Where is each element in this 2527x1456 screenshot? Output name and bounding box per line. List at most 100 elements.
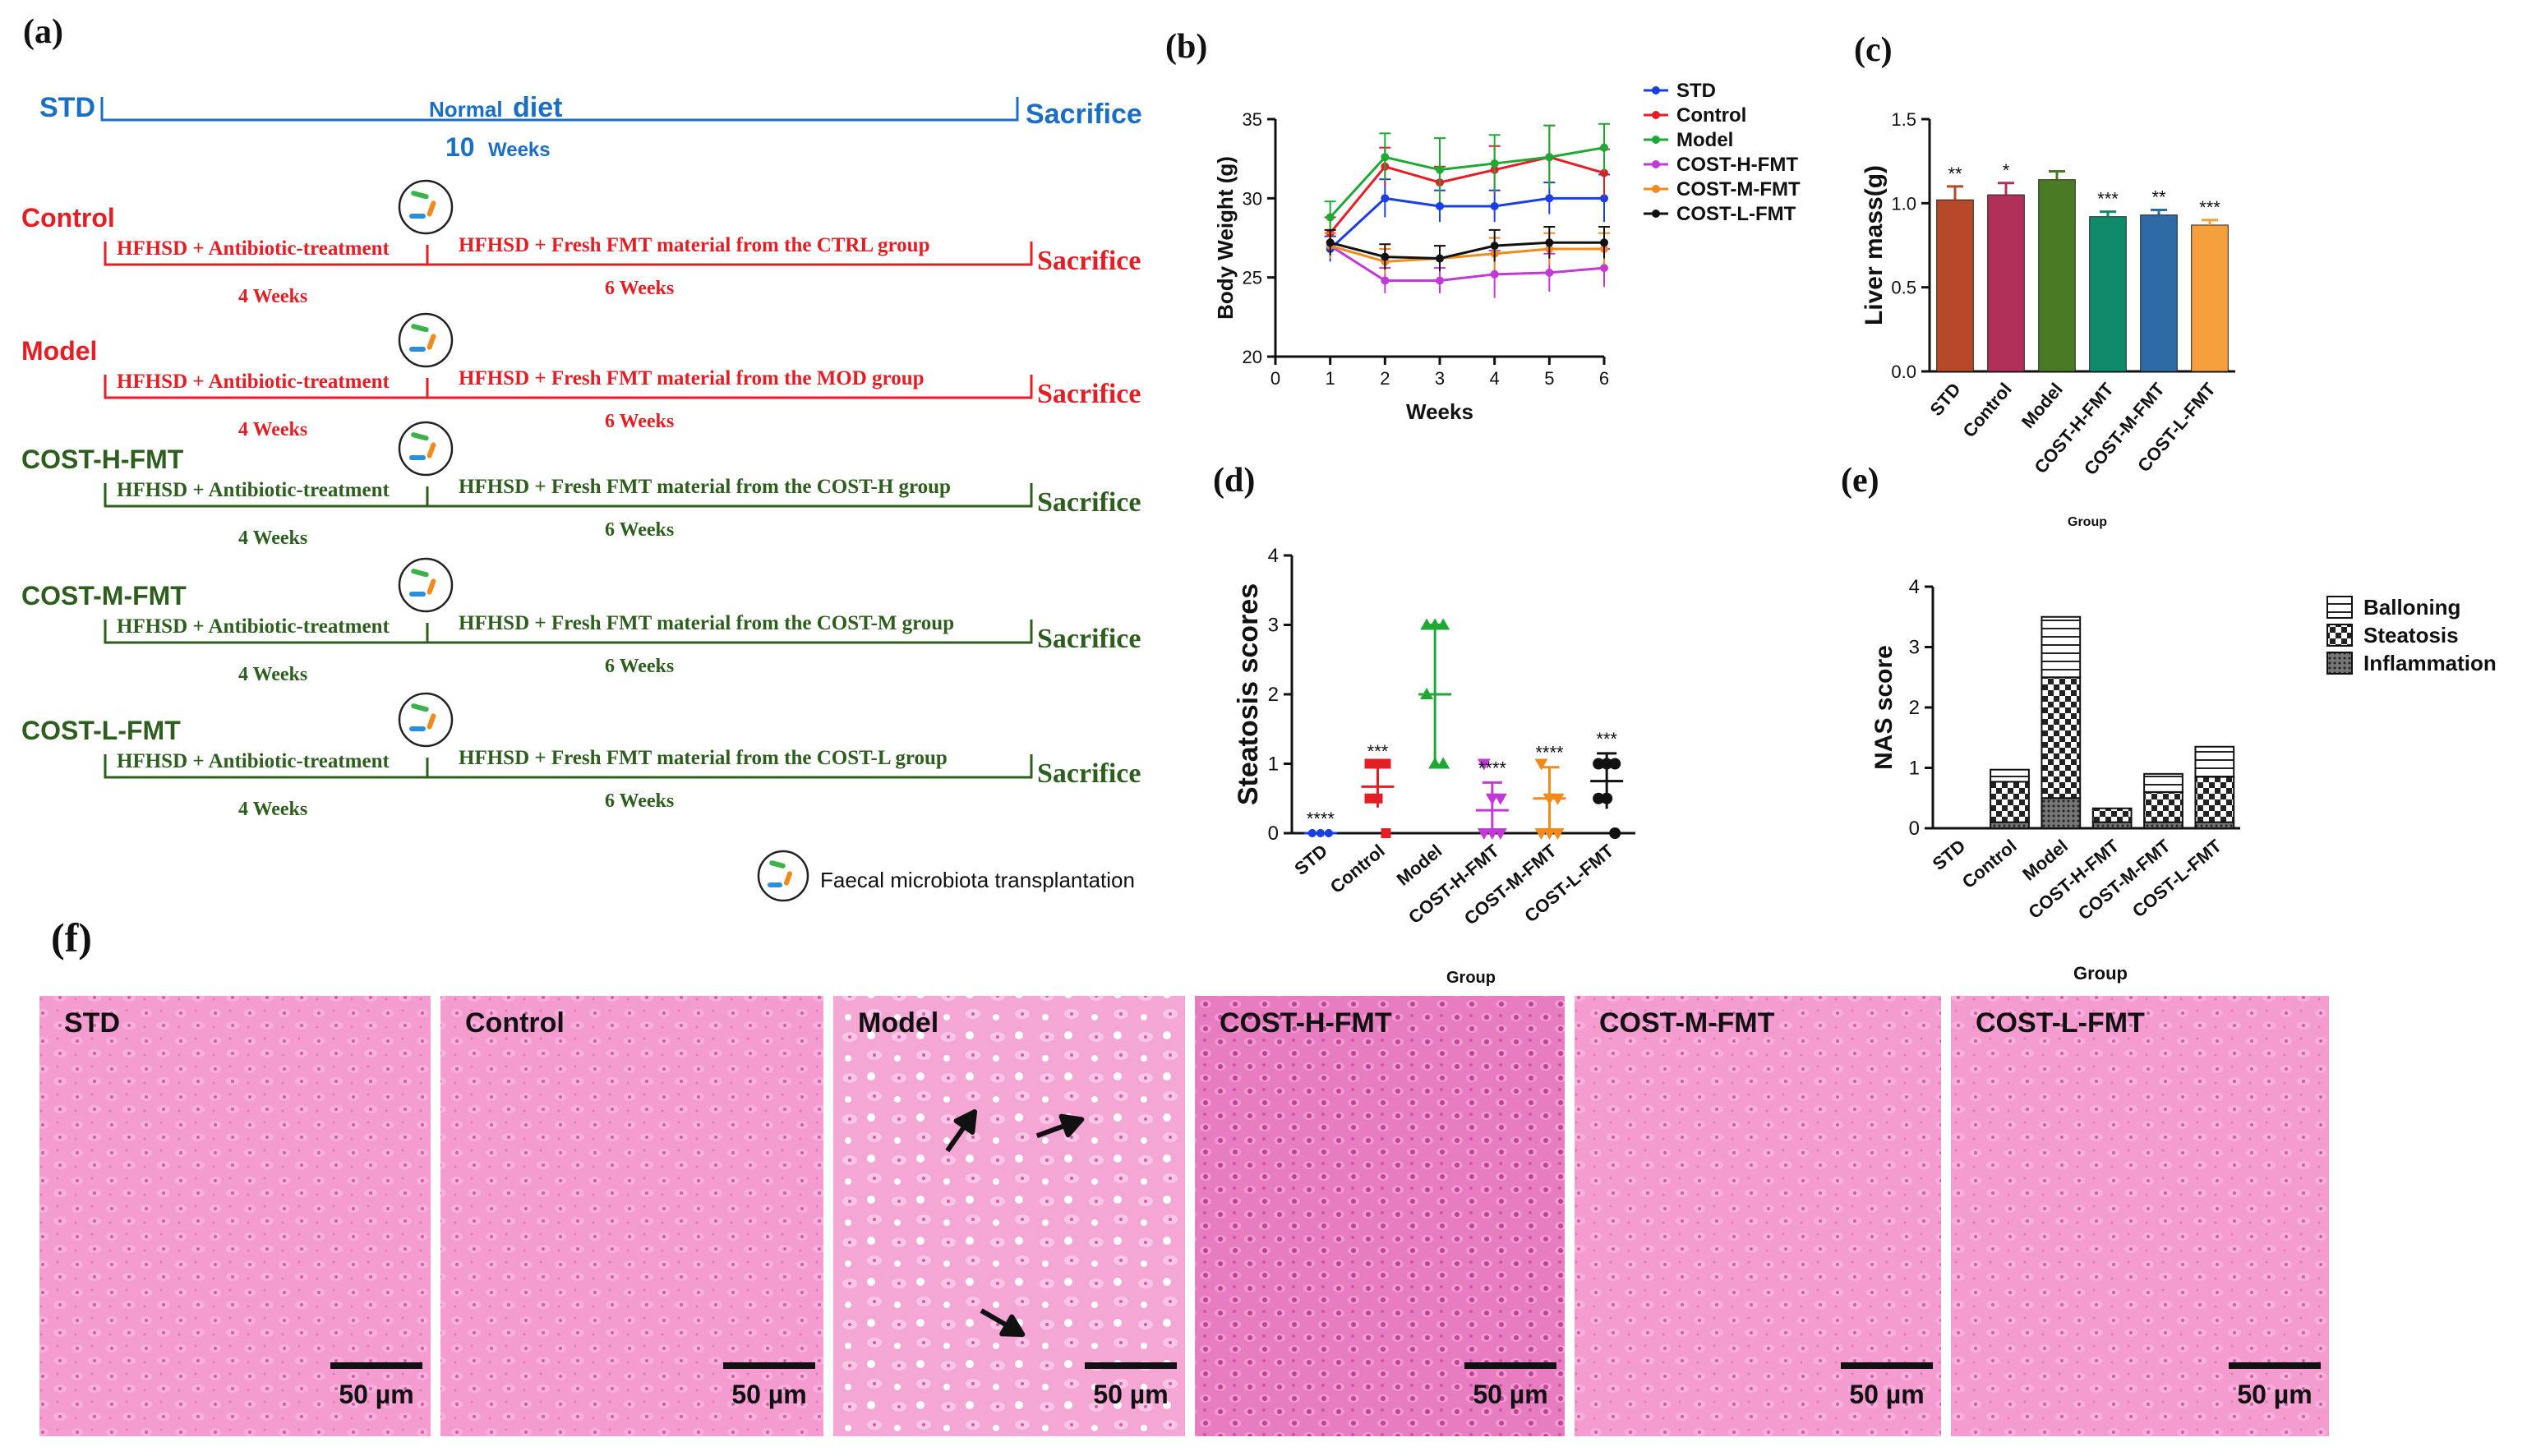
- x-tick-label: STD: [1929, 836, 1970, 874]
- bar-cost-l-fmt: [2191, 224, 2229, 372]
- phase2-text: HFHSD + Fresh FMT material from the COST…: [459, 612, 954, 634]
- phase2-weeks: 6 Weeks: [605, 519, 674, 541]
- body-weight-chart: 20 25 30 35 0 1 2 3 4 5 6 Weeks Body Weight (g) STDCo…: [1213, 80, 1801, 424]
- histology-label: COST-M-FMT: [1599, 1007, 1775, 1039]
- data-point: [1490, 159, 1499, 168]
- significance-label: ***: [2097, 189, 2119, 210]
- legend-label: COST-H-FMT: [1676, 154, 1798, 176]
- group-label-cost-l-fmt: COST-L-FMT: [21, 716, 181, 745]
- histology-image-cost-l-fmt: [1951, 996, 2329, 1436]
- legend-label: COST-M-FMT: [1676, 178, 1801, 200]
- phase1-weeks: 4 Weeks: [238, 664, 307, 685]
- phase2-weeks: 6 Weeks: [605, 790, 674, 812]
- x-tick-label: Control: [1958, 379, 2015, 441]
- x-tick-label: Control: [1958, 836, 2021, 892]
- bacteria-green: [411, 324, 429, 333]
- std-sacrifice: Sacrifice: [1026, 99, 1142, 130]
- histology-image-model: [833, 996, 1185, 1436]
- group-timeline: [104, 375, 1033, 399]
- data-point: [1372, 793, 1383, 804]
- x-axis-title: Group: [1446, 969, 1496, 987]
- liver-mass-chart: 0.00.51.01.5**STD*Control Model***COST-H-…: [1861, 109, 2235, 529]
- histology-image-cost-m-fmt: [1575, 996, 1941, 1436]
- bacteria-blue: [409, 214, 426, 219]
- bacteria-blue: [409, 347, 426, 352]
- x-tick-label: 6: [1599, 368, 1609, 389]
- bacteria-green: [411, 432, 429, 441]
- y-tick-label: 25: [1243, 268, 1262, 288]
- x-tick-label: 3: [1435, 368, 1445, 389]
- bar-segment-steatosis: [2041, 676, 2082, 799]
- legend-swatch: [2326, 652, 2353, 675]
- legend-marker: [1652, 111, 1660, 119]
- phase1-weeks: 4 Weeks: [238, 528, 307, 549]
- y-axis-title: Steatosis scores: [1233, 583, 1264, 805]
- data-point: [1316, 829, 1325, 837]
- x-tick-label: STD: [1925, 379, 1964, 420]
- y-tick-label: 0.0: [1891, 362, 1916, 382]
- x-tick-label: 1: [1326, 368, 1335, 389]
- y-tick-label: 35: [1243, 109, 1262, 130]
- data-point: [1364, 793, 1375, 804]
- significance-label: ****: [1535, 743, 1564, 763]
- data-point: [1601, 792, 1613, 804]
- sacrifice-label: Sacrifice: [1037, 758, 1141, 789]
- panel-label-a: (a): [23, 13, 63, 51]
- fmt-circle: [398, 179, 454, 235]
- group-label-model: Model: [21, 336, 97, 366]
- phase1-weeks: 4 Weeks: [238, 419, 307, 440]
- data-point: [1593, 792, 1605, 804]
- data-point: [1381, 758, 1391, 769]
- data-point: [1436, 618, 1450, 630]
- histology-label: STD: [64, 1007, 120, 1039]
- phase2-text: HFHSD + Fresh FMT material from the COST…: [459, 476, 951, 498]
- bacteria-orange: [427, 442, 436, 458]
- legend-label: Inflammation: [2363, 651, 2497, 675]
- phase1-text: HFHSD + Antibiotic-treatment: [117, 479, 390, 501]
- y-tick-label: 20: [1243, 347, 1262, 367]
- arrow-icon: [1035, 1113, 1085, 1139]
- fmt-icon: [398, 179, 454, 235]
- histology-image-cost-h-fmt: [1195, 996, 1565, 1436]
- data-point: [1326, 213, 1335, 222]
- data-point: [1324, 829, 1333, 837]
- panel-label-e: (e): [1841, 462, 1879, 500]
- data-point: [1545, 153, 1554, 162]
- scale-bar: [330, 1362, 422, 1369]
- panel-label-f: (f): [51, 915, 92, 961]
- std-weeks-word: Weeks: [488, 139, 551, 161]
- legend-label: Steatosis: [2363, 623, 2459, 647]
- arrow-shape: [980, 1308, 1026, 1337]
- legend-label: Model: [1676, 129, 1733, 151]
- phase2-text: HFHSD + Fresh FMT material from the MOD …: [459, 367, 925, 389]
- y-tick-label: 0.5: [1891, 278, 1916, 298]
- sacrifice-label: Sacrifice: [1037, 246, 1141, 276]
- fmt-circle: [398, 557, 454, 613]
- y-tick-label: 1.5: [1891, 109, 1916, 130]
- arrow-shape: [945, 1109, 978, 1153]
- data-point: [1436, 254, 1444, 263]
- bar-segment-inflammation: [2194, 821, 2235, 830]
- phase1-text: HFHSD + Antibiotic-treatment: [117, 371, 390, 393]
- data-point: [1493, 828, 1507, 840]
- data-point: [1609, 758, 1621, 770]
- bar-segment-balloning: [2194, 745, 2235, 778]
- legend-marker: [1652, 210, 1660, 218]
- data-point: [1609, 827, 1621, 839]
- y-tick-label: 2: [1909, 697, 1920, 719]
- panel-label-c: (c): [1854, 31, 1893, 69]
- bar-segment-steatosis: [1990, 781, 2030, 823]
- data-point: [1436, 276, 1444, 285]
- legend-marker: [1652, 86, 1660, 94]
- significance-label: **: [1948, 164, 1962, 184]
- data-point: [1372, 758, 1383, 769]
- fmt-legend-text: Faecal microbiota transplantation: [820, 868, 1135, 892]
- data-point: [1600, 168, 1608, 177]
- panel-label-b: (b): [1165, 28, 1207, 66]
- significance-label: *: [2003, 160, 2010, 181]
- significance-label: **: [2151, 187, 2166, 208]
- data-point: [1436, 165, 1444, 174]
- histology-label: COST-L-FMT: [1976, 1007, 2145, 1039]
- significance-label: ***: [1596, 729, 1617, 749]
